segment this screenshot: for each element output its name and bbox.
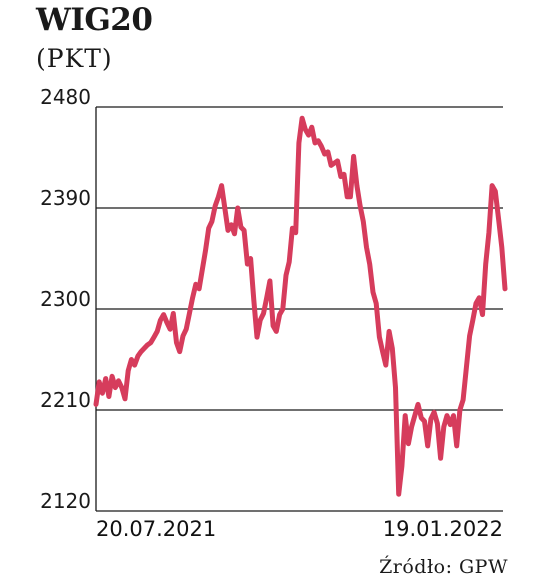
series-line [93,115,508,497]
chart-title: WIG20 [36,2,153,38]
y-tick-label: 2300 [40,287,91,311]
x-tick-label: 20.07.2021 [96,517,216,541]
chart-subtitle: (PKT) [36,44,113,73]
series-layer [93,115,508,497]
x-tick-label: 19.01.2022 [383,517,503,541]
source-note: Źródło: GPW [379,556,508,578]
x-axis: 20.07.2021 19.01.2022 [96,517,503,541]
y-tick-label: 2480 [40,85,91,109]
y-tick-label: 2390 [40,186,91,210]
y-tick-label: 2120 [40,489,91,513]
grid [95,106,503,512]
y-tick-label: 2210 [40,388,91,412]
y-axis: 2120 2210 2300 2390 2480 [40,85,91,513]
